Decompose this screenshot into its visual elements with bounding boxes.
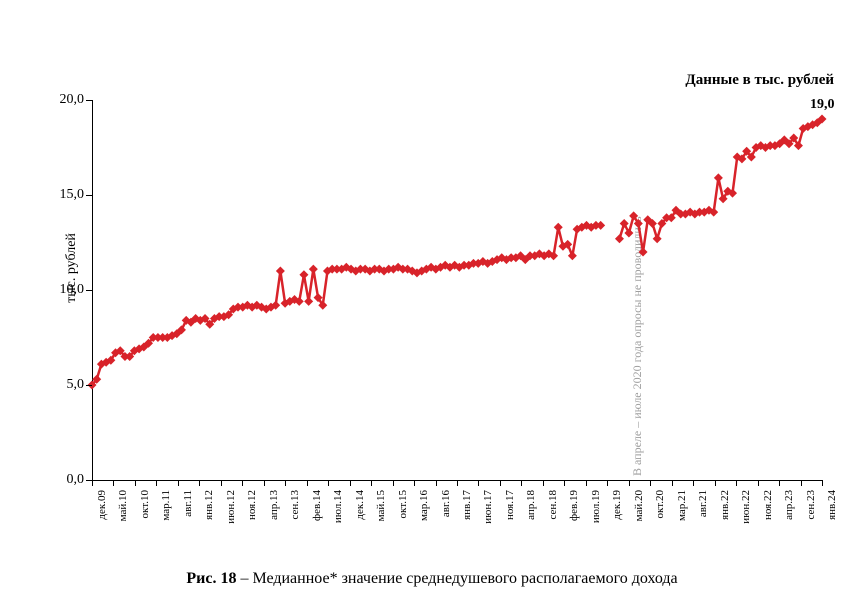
series-line <box>92 119 822 385</box>
series-marker <box>299 270 308 279</box>
x-tick-label: сен.23 <box>805 490 817 520</box>
x-tick-label: апр.23 <box>783 490 795 520</box>
x-tick-label: мар.11 <box>160 490 172 521</box>
x-tick-mark <box>393 480 394 486</box>
y-tick-label: 10,0 <box>44 282 84 298</box>
series-marker <box>304 297 313 306</box>
x-tick-mark <box>414 480 415 486</box>
x-tick-label: авг.11 <box>182 490 194 517</box>
x-tick-mark <box>693 480 694 486</box>
x-tick-label: июн.17 <box>482 490 494 524</box>
x-tick-label: окт.20 <box>654 490 666 518</box>
y-tick-mark <box>86 100 92 101</box>
x-tick-mark <box>500 480 501 486</box>
x-tick-mark <box>801 480 802 486</box>
x-tick-label: июл.19 <box>590 490 602 523</box>
x-tick-mark <box>543 480 544 486</box>
series-marker <box>554 223 563 232</box>
x-tick-mark <box>436 480 437 486</box>
y-tick-label: 5,0 <box>44 377 84 393</box>
x-tick-label: дек.19 <box>611 490 623 520</box>
x-tick-mark <box>521 480 522 486</box>
x-tick-mark <box>350 480 351 486</box>
x-tick-label: ноя.12 <box>246 490 258 520</box>
x-tick-label: окт.10 <box>139 490 151 518</box>
y-tick-label: 0,0 <box>44 472 84 488</box>
x-tick-mark <box>822 480 823 486</box>
x-tick-mark <box>285 480 286 486</box>
x-tick-label: апр.18 <box>525 490 537 520</box>
x-tick-label: июн.12 <box>225 490 237 524</box>
x-tick-mark <box>607 480 608 486</box>
y-tick-label: 15,0 <box>44 187 84 203</box>
x-tick-label: дек.09 <box>96 490 108 520</box>
x-tick-label: май.10 <box>117 490 129 521</box>
series-marker <box>624 229 633 238</box>
x-tick-mark <box>113 480 114 486</box>
series-marker <box>639 248 648 257</box>
series-marker <box>568 251 577 260</box>
x-tick-label: авг.21 <box>697 490 709 517</box>
y-tick-mark <box>86 385 92 386</box>
x-tick-mark <box>307 480 308 486</box>
x-tick-label: окт.15 <box>397 490 409 518</box>
x-tick-label: янв.17 <box>461 490 473 520</box>
series-marker <box>714 173 723 182</box>
y-tick-label: 20,0 <box>44 92 84 108</box>
x-tick-label: фев.14 <box>311 490 323 521</box>
x-tick-mark <box>264 480 265 486</box>
x-tick-mark <box>672 480 673 486</box>
x-tick-mark <box>221 480 222 486</box>
x-tick-label: июл.14 <box>332 490 344 523</box>
series-marker <box>615 234 624 243</box>
x-tick-mark <box>650 480 651 486</box>
x-tick-label: дек.14 <box>354 490 366 520</box>
x-tick-label: мар.16 <box>418 490 430 521</box>
figure-caption: Рис. 18 – Медианное* значение среднедуше… <box>0 570 864 588</box>
series-marker <box>653 234 662 243</box>
y-tick-mark <box>86 195 92 196</box>
figure-number: Рис. 18 <box>186 570 236 587</box>
x-tick-mark <box>92 480 93 486</box>
x-tick-mark <box>135 480 136 486</box>
x-tick-mark <box>242 480 243 486</box>
x-tick-mark <box>371 480 372 486</box>
x-tick-label: июн.22 <box>740 490 752 524</box>
x-tick-mark <box>564 480 565 486</box>
x-tick-label: янв.24 <box>826 490 838 520</box>
x-tick-mark <box>199 480 200 486</box>
series-marker <box>596 221 605 230</box>
x-tick-label: фев.19 <box>568 490 580 521</box>
x-tick-label: авг.16 <box>440 490 452 517</box>
x-tick-label: сен.13 <box>289 490 301 520</box>
x-tick-mark <box>779 480 780 486</box>
x-tick-label: ноя.22 <box>762 490 774 520</box>
x-tick-mark <box>457 480 458 486</box>
x-tick-label: ноя.17 <box>504 490 516 520</box>
x-tick-mark <box>715 480 716 486</box>
x-tick-label: апр.13 <box>268 490 280 520</box>
series-marker <box>309 265 318 274</box>
y-tick-mark <box>86 290 92 291</box>
line-series <box>0 0 864 613</box>
x-tick-mark <box>758 480 759 486</box>
series-marker <box>620 219 629 228</box>
x-tick-mark <box>736 480 737 486</box>
x-tick-mark <box>328 480 329 486</box>
series-marker <box>276 267 285 276</box>
x-tick-mark <box>156 480 157 486</box>
x-tick-label: янв.22 <box>719 490 731 520</box>
chart-wrapper: Данные в тыс. рублей тыс. рублей 19,0 В … <box>0 0 864 613</box>
x-tick-label: май.15 <box>375 490 387 521</box>
x-tick-label: май.20 <box>633 490 645 521</box>
x-tick-mark <box>178 480 179 486</box>
x-tick-label: янв.12 <box>203 490 215 520</box>
x-tick-mark <box>586 480 587 486</box>
x-tick-label: мар.21 <box>676 490 688 521</box>
x-tick-mark <box>478 480 479 486</box>
figure-title: Медианное* значение среднедушевого распо… <box>252 570 677 587</box>
figure-separator: – <box>236 570 252 587</box>
x-tick-mark <box>629 480 630 486</box>
x-tick-label: сен.18 <box>547 490 559 520</box>
